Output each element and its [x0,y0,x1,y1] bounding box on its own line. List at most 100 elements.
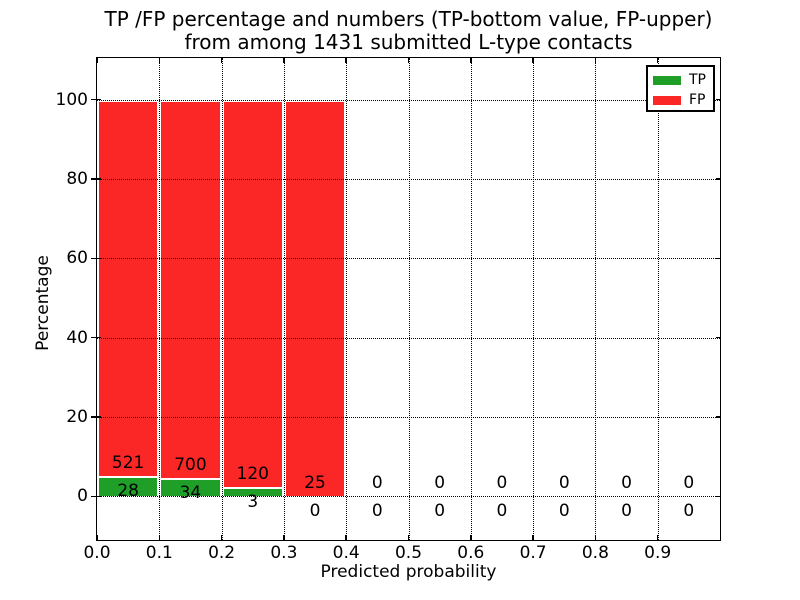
x-tick-mark [594,535,597,540]
x-tick-mark-top [158,58,161,63]
fp-count-label: 0 [621,473,632,494]
y-tick-label: 0 [77,486,88,507]
y-tick-mark-right [716,178,720,180]
y-tick-mark [90,98,96,101]
tp-count-label: 34 [179,483,202,504]
tp-count-label: 0 [434,501,446,522]
gridline-vertical [283,58,285,540]
x-tick-label: 0.4 [332,543,360,563]
x-tick-mark [656,535,659,540]
x-tick-label: 0.9 [644,543,672,563]
x-tick-label: 0.5 [394,543,423,563]
tp-count-label: 0 [309,501,321,522]
y-tick-label: 100 [55,89,88,110]
tp-count-label: 0 [683,501,695,522]
x-axis-label: Predicted probability [320,562,497,582]
fp-count-label: 0 [496,473,508,494]
y-tick-mark-inner [97,336,101,339]
fp-count-label: 0 [683,473,695,494]
y-tick-mark-inner [97,257,101,260]
y-tick-mark-right [716,495,720,498]
chart-title: TP /FP percentage and numbers (TP-bottom… [97,8,720,54]
x-tick-label: 0.6 [457,543,485,563]
x-tick-mark-top [407,58,410,63]
x-tick-label: 0.8 [581,543,609,563]
y-tick-mark [90,178,96,180]
tp-count-label: 28 [117,481,139,502]
fp-count-label: 120 [236,463,269,484]
bar-segment-fp [159,99,222,478]
x-tick-mark [407,535,410,540]
y-tick-mark [90,336,96,339]
x-tick-mark-top [345,58,347,63]
x-tick-label: 0.2 [208,543,236,563]
tp-count-label: 0 [496,501,508,522]
fp-color-swatch [653,95,681,105]
fp-count-label: 0 [371,473,383,494]
y-tick-label: 40 [66,327,88,348]
chart-title-line2: from among 1431 submitted L-type contact… [184,30,633,54]
fp-count-label: 0 [434,473,446,494]
fp-count-label: 25 [304,473,326,494]
y-tick-mark-inner [97,495,101,498]
x-tick-mark [158,535,161,540]
x-tick-mark-top [656,58,659,63]
y-tick-label: 80 [66,168,88,189]
bar-segment-tp [221,486,284,497]
y-tick-label: 60 [66,248,88,269]
x-tick-mark [283,535,285,540]
tp-count-label: 0 [621,501,632,522]
y-tick-mark-right [716,416,720,418]
tp-count-label: 0 [558,501,570,522]
legend-label-tp: TP [689,72,706,88]
x-tick-label: 0.1 [145,543,173,563]
x-tick-mark-top [283,58,285,63]
y-tick-mark [90,495,96,498]
y-tick-mark-inner [97,416,101,418]
x-tick-label: 0.3 [270,543,298,563]
fp-count-label: 0 [558,473,570,494]
x-tick-label: 0.0 [83,543,111,563]
x-tick-mark-top [532,58,534,63]
chart-title-line1: TP /FP percentage and numbers (TP-bottom… [104,7,713,31]
y-tick-mark-right [716,336,720,339]
x-tick-mark-top [220,58,223,63]
bar-segment-tp [159,477,222,497]
x-tick-mark-top [594,58,597,63]
legend-item-tp: TP [648,70,713,90]
legend-label-fp: FP [689,92,706,108]
y-tick-mark [90,257,96,260]
bar-segment-fp [283,99,347,497]
gridline-vertical [595,58,597,540]
bar-segment-fp [97,99,160,477]
fp-count-label: 521 [111,453,145,474]
gridline-vertical [159,58,161,540]
gridline-vertical [470,58,472,540]
y-tick-mark-inner [97,98,101,101]
gridline-vertical [533,58,535,540]
y-tick-mark-right [716,98,720,101]
legend: TP FP [646,65,715,112]
x-tick-mark [345,535,347,540]
tp-count-label: 3 [247,491,259,512]
legend-item-fp: FP [648,90,713,110]
gridline-vertical [657,58,659,540]
gridline-vertical [346,58,348,540]
y-tick-mark-inner [97,178,101,180]
x-tick-label: 0.7 [519,543,547,563]
plot-area [90,57,721,541]
gridline-vertical [221,58,223,540]
tp-color-swatch [653,75,681,85]
x-tick-mark [532,535,534,540]
y-tick-mark [90,416,96,418]
x-tick-mark [220,535,223,540]
y-tick-label: 20 [66,407,88,428]
bar-segment-fp [221,99,284,487]
x-tick-mark-top [96,58,98,63]
y-tick-mark-right [716,257,720,260]
x-tick-mark-top [470,58,472,63]
x-tick-mark [470,535,472,540]
gridline-vertical [408,58,410,540]
bar-segment-tp [97,476,160,497]
